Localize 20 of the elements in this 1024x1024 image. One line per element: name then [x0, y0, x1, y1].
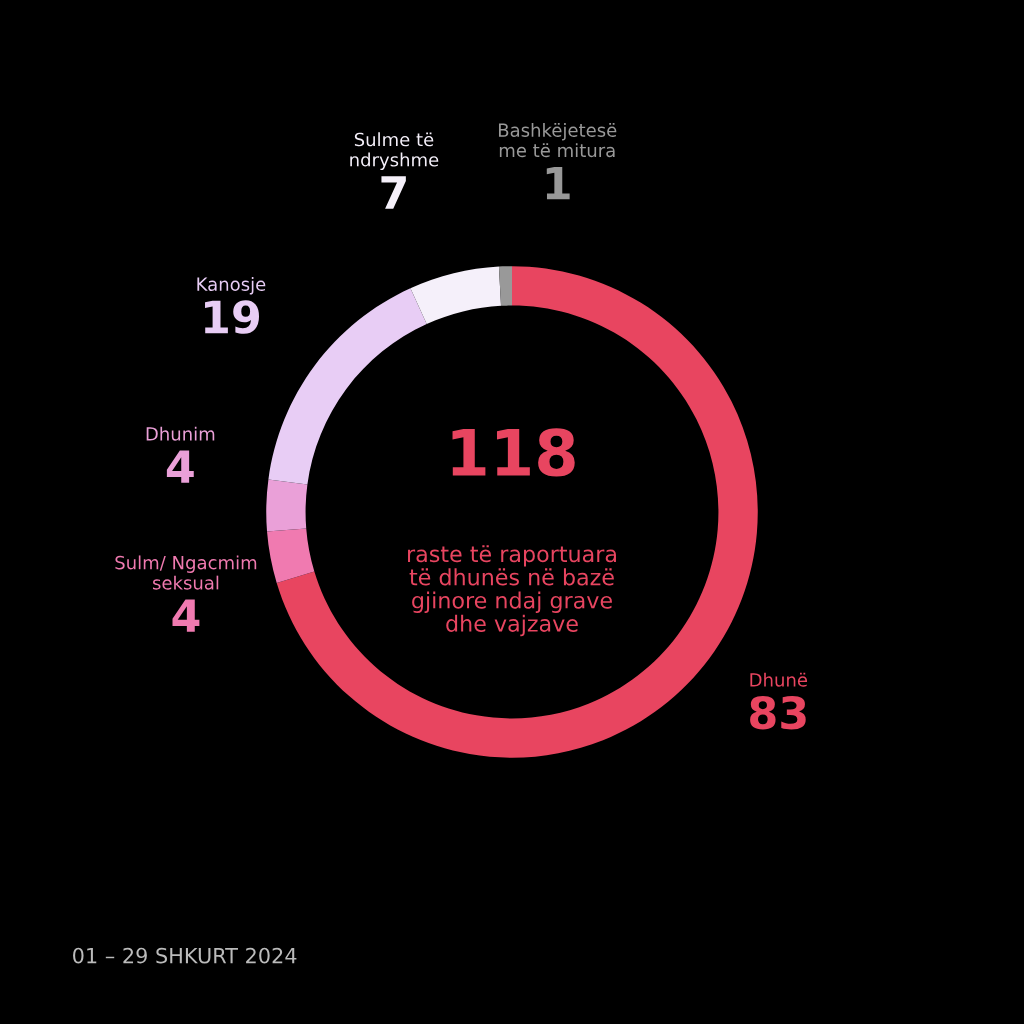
donut-slice — [267, 528, 315, 583]
slice-label: Kanosje — [197, 277, 266, 295]
donut-slice — [266, 479, 308, 532]
data-label: 83 — [750, 695, 806, 730]
donut-slice — [268, 288, 427, 485]
slice-label: Sulm/ Ngacmim seksual — [115, 555, 257, 590]
text: 118 — [452, 428, 575, 477]
data-label: 4 — [172, 599, 200, 632]
data-label: 4 — [166, 450, 194, 483]
data-label: 19 — [205, 300, 260, 334]
text: 01 – 29 SHKURT 2024 — [73, 947, 297, 964]
data-label: 1 — [546, 166, 570, 200]
donut-slice — [410, 266, 502, 325]
slice-label: Sulme të ndryshme — [350, 132, 439, 171]
slice-label: Dhunë — [750, 672, 808, 687]
data-label: 7 — [381, 176, 406, 209]
donut-slice — [498, 266, 512, 306]
slice-label: Bashkëjetesë me të mitura — [498, 122, 617, 158]
slice-label: Dhunim — [146, 426, 215, 441]
text: raste të raportuara të dhunës në bazë gjinore ndaj grave dhe vajzave — [408, 545, 616, 637]
